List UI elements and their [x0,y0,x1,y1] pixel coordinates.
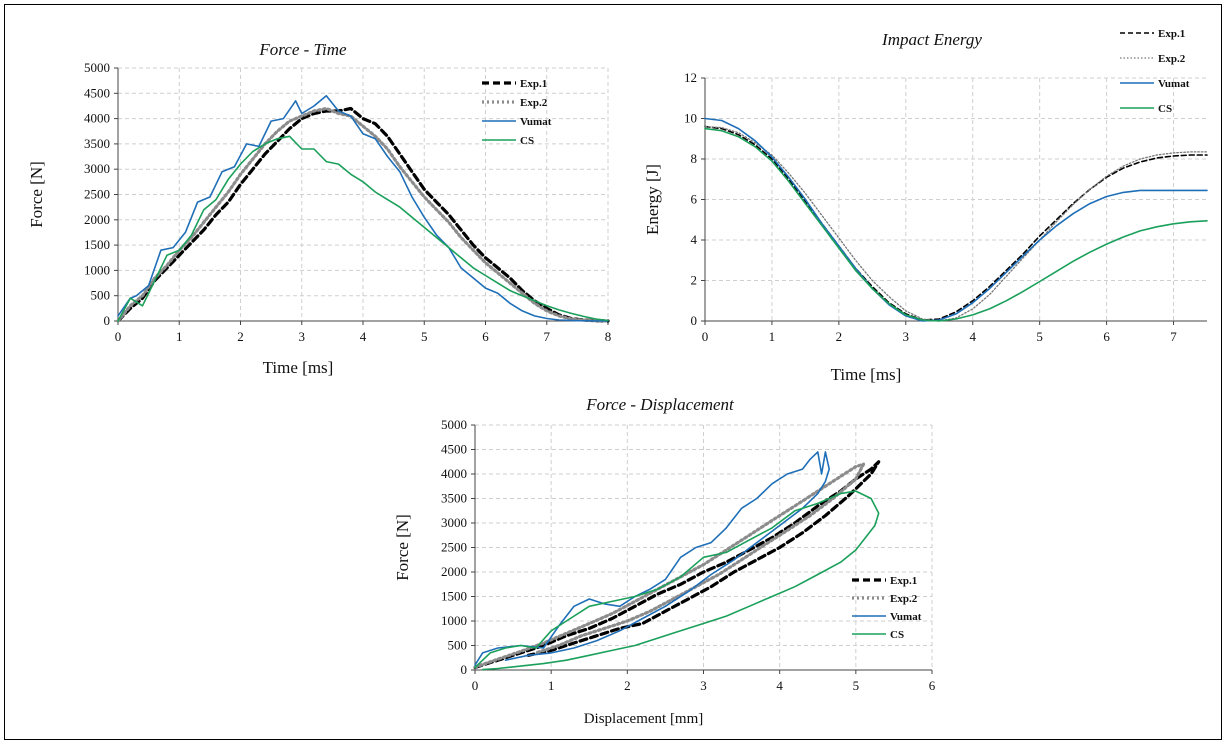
x-tick-label: 6 [482,329,489,344]
series-line-vumat [704,117,1208,322]
x-tick-label: 8 [605,329,612,344]
x-tick-label: 1 [548,678,555,693]
x-tick-label: 7 [544,329,551,344]
y-tick-label: 3500 [84,136,110,151]
x-tick-label: 7 [1170,329,1177,344]
x-tick-label: 3 [700,678,707,693]
legend-label: Vumat [890,611,922,623]
y-tick-label: 4 [691,232,698,247]
series-line-cs [474,490,880,671]
x-tick-label: 4 [360,329,367,344]
legend: Exp.1 Exp.2 Vumat CS [852,575,922,641]
x-tick-label: 2 [624,678,631,693]
x-tick-label: 4 [776,678,783,693]
y-tick-label: 6 [691,192,698,207]
y-tick-label: 2500 [84,187,110,202]
x-tick-label: 4 [969,329,976,344]
y-tick-label: 1500 [84,237,110,252]
legend-label: Exp.2 [890,593,918,605]
x-tick-label: 3 [299,329,306,344]
legend-label: Exp.2 [1158,53,1186,65]
series-line-exp-2 [704,125,1208,322]
legend-label: Exp.1 [890,575,917,587]
y-tick-label: 12 [684,70,697,85]
y-tick-label: 4000 [84,111,110,126]
legend-label: CS [890,629,904,641]
y-tick-label: 0 [691,313,698,328]
x-tick-label: 0 [472,678,479,693]
legend: Exp.1 Exp.2 Vumat CS [482,78,552,147]
legend-label: CS [1158,103,1172,115]
y-tick-label: 2500 [441,540,467,555]
chart-title: Impact Energy [881,30,982,49]
x-tick-label: 3 [903,329,910,344]
chart-title: Force - Displacement [585,395,735,414]
y-tick-label: 4500 [441,442,467,457]
y-tick-label: 2 [691,273,698,288]
chart-title: Force - Time [258,40,347,59]
force-time-chart: 0 500 1000 1500 2000 2500 3000 3500 4000 4500 5000… [27,40,611,377]
x-tick-label: 2 [237,329,244,344]
x-tick-label: 6 [929,678,936,693]
x-tick-label: 1 [769,329,776,344]
x-tick-label: 6 [1103,329,1110,344]
y-tick-label: 3000 [84,161,110,176]
legend-label: CS [520,135,534,147]
y-axis-label: Force [N] [27,161,46,228]
y-tick-label: 500 [448,638,468,653]
y-axis-label: Energy [J] [643,164,662,235]
series-line-exp-1 [116,106,610,323]
legend: Exp.1 Exp.2 Vumat CS [1120,28,1190,115]
y-axis-label: Force [N] [393,514,412,581]
y-tick-label: 4000 [441,466,467,481]
legend-label: Exp.1 [1158,28,1185,40]
y-tick-label: 1500 [441,589,467,604]
x-tick-label: 0 [702,329,709,344]
x-tick-label: 1 [176,329,183,344]
series-line-vumat [117,95,609,322]
legend-label: Exp.2 [520,97,548,109]
x-axis-label: Time [ms] [263,358,334,377]
x-tick-label: 5 [853,678,860,693]
y-tick-label: 500 [91,288,111,303]
series-line-cs [117,135,609,322]
y-tick-label: 0 [461,662,468,677]
x-tick-label: 5 [1036,329,1043,344]
y-tick-label: 1000 [84,262,110,277]
y-tick-label: 1000 [441,613,467,628]
x-axis-label: Time [ms] [831,365,902,384]
y-tick-label: 8 [691,151,698,166]
series-line-exp-1 [473,460,881,670]
legend-label: Vumat [520,116,552,128]
y-tick-label: 0 [104,313,111,328]
x-tick-label: 5 [421,329,428,344]
x-tick-label: 0 [115,329,122,344]
y-tick-label: 5000 [84,60,110,75]
series-line-exp-2 [473,462,866,669]
y-tick-label: 3000 [441,515,467,530]
x-tick-label: 2 [836,329,843,344]
y-tick-label: 2000 [441,564,467,579]
series-line-exp-1 [704,125,1208,321]
y-tick-label: 2000 [84,212,110,227]
x-axis-label: Displacement [mm] [584,711,704,727]
force-displacement-chart: 0 500 1000 1500 2000 2500 3000 3500 4000 4500 5000… [393,395,936,727]
y-tick-label: 10 [684,111,697,126]
y-tick-label: 5000 [441,417,467,432]
series-line-vumat [474,451,830,666]
legend-label: Exp.1 [520,78,547,90]
y-tick-label: 4500 [84,85,110,100]
y-tick-label: 3500 [441,491,467,506]
legend-label: Vumat [1158,78,1190,90]
series-line-cs [704,127,1208,322]
